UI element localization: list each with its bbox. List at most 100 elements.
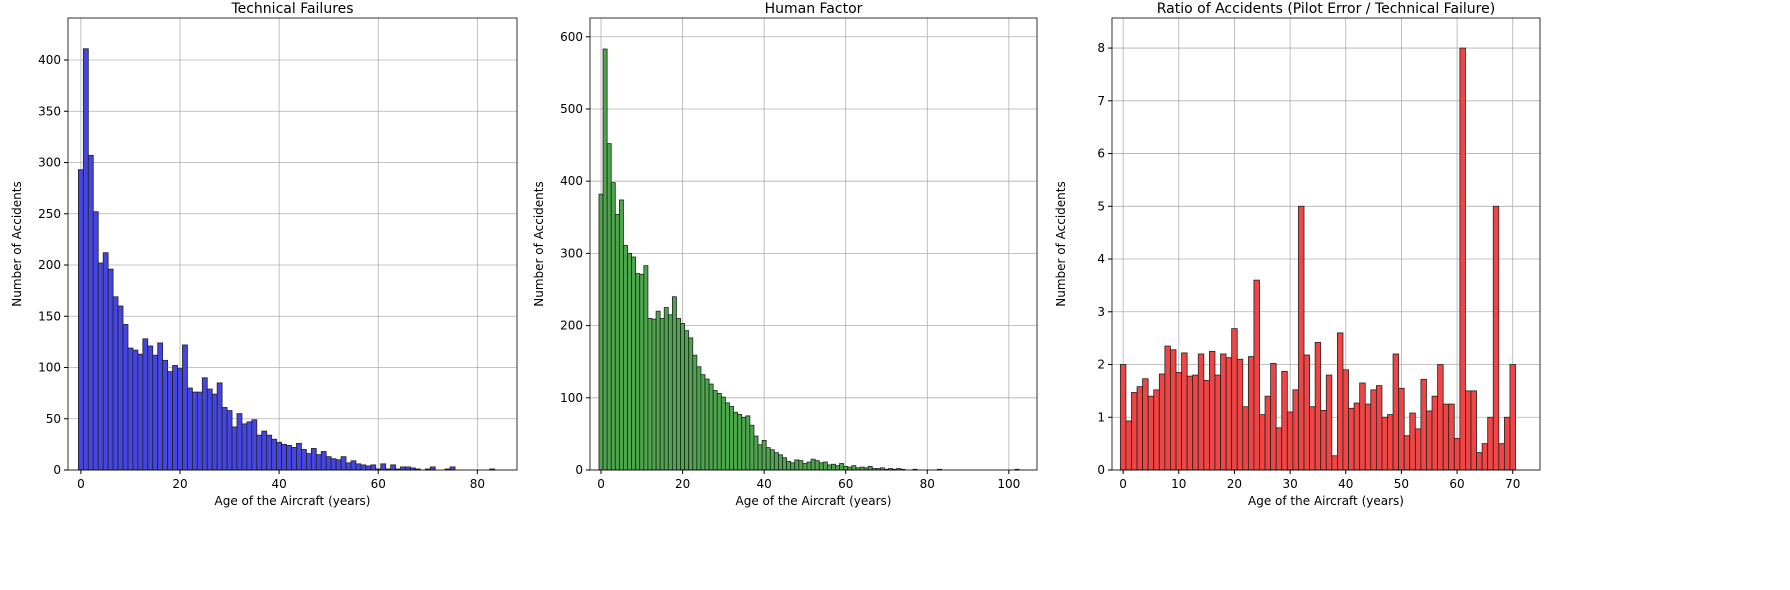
bar	[765, 447, 771, 471]
x-tick-label: 30	[1282, 477, 1297, 491]
bar	[1309, 406, 1316, 471]
y-tick-label: 400	[38, 53, 61, 67]
bar	[449, 466, 456, 471]
y-axis-label: Number of Accidents	[1054, 181, 1068, 307]
bar	[236, 413, 243, 471]
bar	[818, 462, 824, 471]
bar	[1337, 332, 1344, 471]
bar	[1142, 378, 1149, 471]
bar	[745, 415, 751, 471]
bar	[281, 443, 287, 471]
bar	[221, 407, 228, 471]
bar	[635, 273, 641, 471]
bar	[618, 199, 624, 471]
y-tick-label: 50	[46, 412, 61, 426]
bar	[851, 465, 857, 471]
bar	[810, 458, 816, 471]
bar	[806, 461, 812, 471]
bar	[1392, 353, 1400, 471]
bar	[696, 366, 702, 471]
bar	[1487, 416, 1494, 471]
bar	[643, 265, 649, 471]
bar	[769, 449, 775, 471]
bar	[639, 273, 645, 471]
bar	[1203, 379, 1210, 471]
y-tick-label: 0	[53, 463, 61, 477]
y-tick-label: 1	[1097, 410, 1105, 424]
bar	[142, 338, 149, 471]
bar	[1158, 373, 1166, 471]
bar	[1125, 420, 1132, 471]
bar	[1359, 382, 1366, 471]
bar	[1292, 389, 1299, 471]
bar	[676, 317, 681, 471]
y-tick-label: 250	[38, 207, 61, 221]
bar	[211, 393, 218, 471]
bar	[655, 310, 661, 471]
bar	[1298, 205, 1305, 471]
bar	[291, 447, 297, 471]
bar	[201, 377, 208, 471]
y-tick-label: 100	[560, 391, 583, 405]
bar	[266, 434, 273, 471]
bar	[1170, 349, 1177, 471]
y-axis-label: Number of Accidents	[10, 181, 24, 307]
axes-frame	[589, 17, 1038, 471]
bar	[1325, 374, 1333, 471]
bar	[360, 464, 367, 471]
bar	[610, 182, 616, 471]
y-axis-label: Number of Accidents	[532, 181, 546, 307]
bar	[773, 452, 779, 471]
y-tick-label: 600	[560, 30, 583, 44]
bar	[1409, 412, 1416, 471]
y-tick-label: 150	[38, 309, 61, 323]
x-tick-label: 60	[371, 477, 386, 491]
bar	[380, 463, 387, 471]
bar	[147, 345, 154, 471]
bar	[157, 342, 164, 471]
bar	[1231, 328, 1238, 471]
bar	[1470, 390, 1477, 471]
bar	[286, 445, 292, 471]
bar	[1175, 372, 1182, 471]
bar	[1225, 357, 1233, 471]
x-tick-label: 10	[1171, 477, 1186, 491]
bar	[712, 390, 718, 471]
bar	[1236, 358, 1244, 471]
bar	[182, 344, 188, 471]
x-tick-label: 60	[838, 477, 853, 491]
bar	[1281, 370, 1288, 471]
bar	[315, 454, 322, 471]
bar	[1314, 341, 1322, 471]
bar	[1453, 437, 1461, 471]
bar	[602, 48, 608, 471]
bar	[132, 349, 139, 471]
bar	[680, 323, 686, 471]
bar	[1247, 356, 1255, 471]
bar	[97, 262, 104, 471]
bar	[87, 154, 94, 471]
subplot: 0 1 2 3 4 5 6 7 8 0 10 20 30 40 50 60 70 Ratio of Acciden…	[1054, 1, 1541, 508]
bar	[370, 464, 377, 471]
bar	[1448, 403, 1455, 471]
bar	[1303, 354, 1310, 471]
bar	[1286, 411, 1294, 471]
y-tick-label: 8	[1097, 41, 1105, 55]
bar	[1426, 410, 1433, 471]
bar	[843, 465, 849, 471]
x-tick-label: 100	[997, 477, 1020, 491]
bar	[761, 439, 767, 471]
bar	[1331, 455, 1338, 471]
bar	[1370, 389, 1377, 471]
bar	[786, 460, 792, 471]
bar	[320, 451, 327, 471]
bar	[187, 387, 193, 471]
bar	[1381, 416, 1388, 471]
bar	[835, 465, 841, 471]
y-tick-label: 100	[38, 361, 61, 375]
axes-frame	[67, 17, 518, 471]
bar	[822, 461, 828, 471]
bar	[1342, 369, 1349, 471]
bar	[614, 213, 620, 471]
y-tick-label: 7	[1097, 94, 1105, 108]
